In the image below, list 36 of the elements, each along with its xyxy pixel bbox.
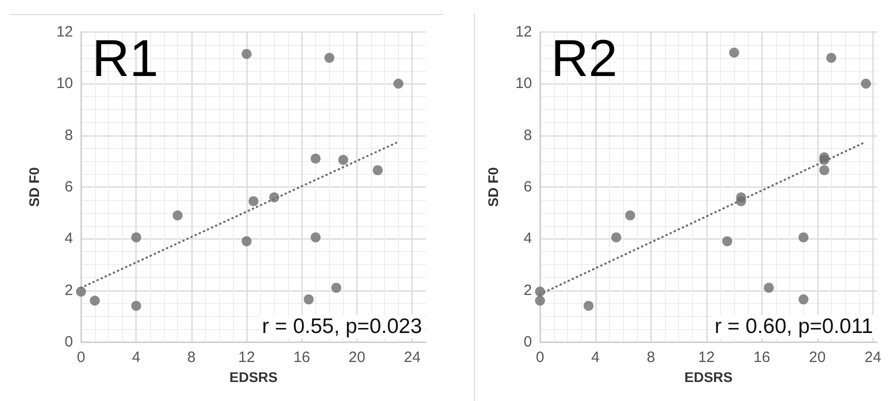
y-tick-label: 0 bbox=[524, 334, 532, 350]
x-tick-label: 0 bbox=[76, 349, 86, 366]
x-axis-title: EDSRS bbox=[684, 369, 733, 385]
x-tick-label: 20 bbox=[348, 349, 366, 366]
y-tick-label: 8 bbox=[64, 126, 73, 144]
x-axis-title: EDSRS bbox=[229, 369, 278, 385]
y-tick-label: 2 bbox=[524, 282, 532, 299]
chart-title: R1 bbox=[92, 30, 158, 88]
x-tick-label: 12 bbox=[698, 349, 715, 366]
y-tick-label: 0 bbox=[64, 334, 73, 350]
x-tick-label: 16 bbox=[293, 349, 310, 366]
y-tick-label: 4 bbox=[64, 230, 73, 248]
x-tick-label: 0 bbox=[536, 349, 544, 366]
x-tick-label: 8 bbox=[187, 349, 196, 366]
y-axis-title: SD F0 bbox=[26, 166, 42, 207]
x-tick-label: 12 bbox=[238, 349, 255, 366]
x-tick-label: 20 bbox=[809, 349, 826, 366]
annotation: r = 0.55, p=0.023 bbox=[262, 315, 422, 338]
x-tick-label: 24 bbox=[404, 349, 421, 366]
y-tick-label: 2 bbox=[64, 282, 73, 299]
y-tick-label: 8 bbox=[524, 126, 532, 144]
x-tick-label: 24 bbox=[864, 349, 882, 366]
x-tick-label: 16 bbox=[754, 349, 770, 366]
y-tick-label: 10 bbox=[515, 75, 532, 92]
x-tick-label: 8 bbox=[646, 349, 656, 366]
y-tick-label: 6 bbox=[64, 178, 73, 196]
x-tick-label: 4 bbox=[591, 349, 600, 366]
y-tick-label: 4 bbox=[524, 230, 532, 248]
y-tick-label: 12 bbox=[515, 24, 532, 40]
y-axis-title: SD F0 bbox=[485, 166, 501, 207]
y-tick-label: 10 bbox=[56, 75, 73, 92]
y-tick-label: 12 bbox=[56, 24, 73, 40]
y-tick-label: 6 bbox=[524, 178, 532, 196]
chart-title: R2 bbox=[551, 30, 618, 88]
x-tick-label: 4 bbox=[132, 349, 140, 366]
annotation: r = 0.60, p=0.011 bbox=[714, 315, 874, 338]
